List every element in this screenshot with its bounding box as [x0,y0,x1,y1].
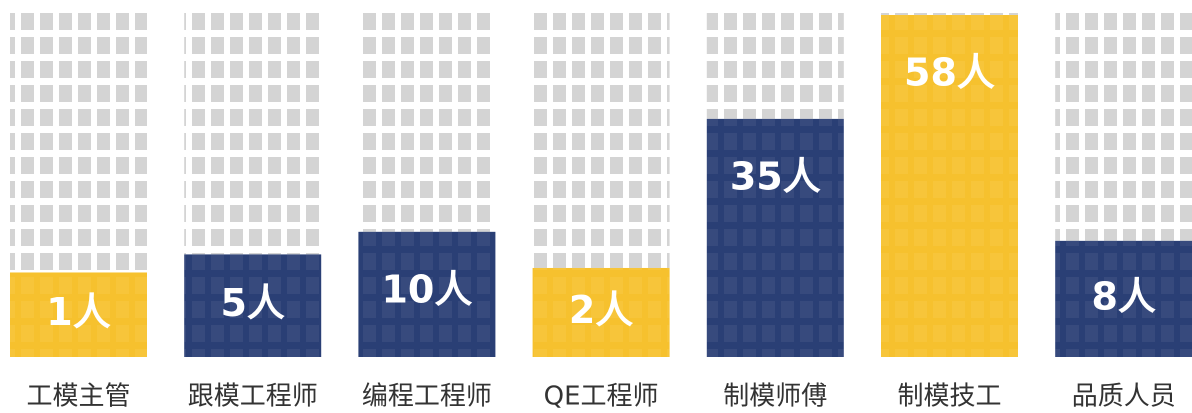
category-label: QE工程师 [544,382,659,412]
value-label: 10人 [381,267,472,311]
category-label: 跟模工程师 [188,382,318,412]
value-label: 35人 [730,154,821,198]
value-label: 2人 [569,288,633,332]
bar-texture [706,118,844,358]
bar-texture [1055,240,1192,357]
value-label: 58人 [904,51,995,95]
category-label: 编程工程师 [362,382,492,412]
value-label: 5人 [220,281,284,325]
value-label: 8人 [1091,274,1155,318]
bar-texture [881,15,1018,357]
building-background [881,10,1018,15]
building-background [358,10,496,232]
building-background [10,10,147,273]
bar-texture [358,231,496,357]
building-background [706,10,844,119]
bar-texture [184,254,322,357]
category-label: 品质人员 [1072,382,1176,412]
category-label: 工模主管 [26,382,130,412]
building-background [532,10,670,268]
bar-texture [10,272,147,357]
building-background [184,10,322,255]
bar-texture [532,267,670,357]
building-background [1055,10,1192,241]
category-label: 制模技工 [897,382,1001,412]
value-label: 1人 [46,290,110,334]
category-label: 制模师傅 [723,382,827,412]
